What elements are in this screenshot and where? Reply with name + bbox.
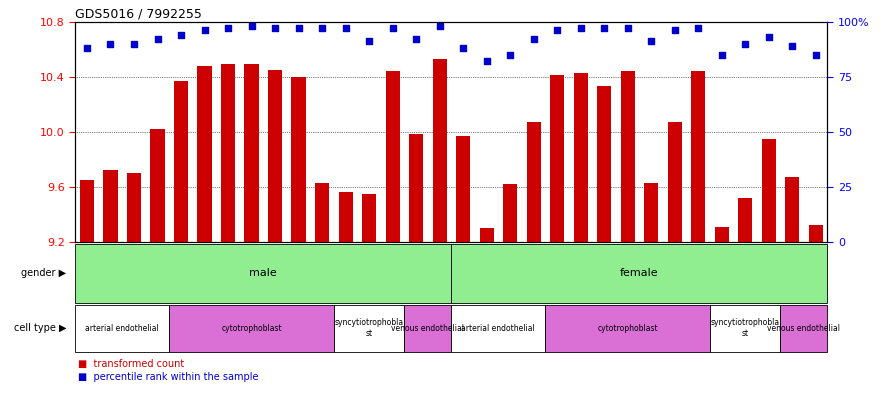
- Bar: [738, 198, 752, 242]
- Bar: [386, 71, 400, 242]
- Text: male: male: [250, 268, 277, 278]
- Text: syncytiotrophobla
st: syncytiotrophobla st: [335, 318, 404, 338]
- Point: [386, 25, 400, 31]
- Point: [268, 25, 282, 31]
- Point: [691, 25, 705, 31]
- Bar: [174, 81, 188, 242]
- Bar: [480, 228, 494, 242]
- Point: [409, 36, 423, 42]
- Bar: [762, 139, 776, 242]
- Bar: [338, 192, 352, 242]
- Bar: [75, 244, 451, 303]
- Point: [597, 25, 612, 31]
- Point: [174, 32, 189, 38]
- Bar: [268, 70, 282, 242]
- Point: [197, 27, 212, 33]
- Bar: [409, 134, 423, 242]
- Bar: [75, 305, 169, 352]
- Point: [738, 40, 752, 47]
- Point: [573, 25, 588, 31]
- Text: arterial endothelial: arterial endothelial: [461, 324, 535, 332]
- Bar: [197, 66, 212, 242]
- Text: ■  percentile rank within the sample: ■ percentile rank within the sample: [78, 372, 258, 382]
- Point: [620, 25, 635, 31]
- Point: [480, 58, 494, 64]
- Bar: [503, 184, 517, 242]
- Text: cytotrophoblast: cytotrophoblast: [597, 324, 658, 332]
- Point: [527, 36, 541, 42]
- Bar: [667, 122, 681, 242]
- Point: [244, 23, 258, 29]
- Point: [433, 23, 447, 29]
- Point: [127, 40, 141, 47]
- Text: arterial endothelial: arterial endothelial: [85, 324, 159, 332]
- Bar: [451, 305, 545, 352]
- Bar: [809, 225, 823, 242]
- Bar: [433, 59, 447, 242]
- Bar: [691, 71, 705, 242]
- Text: venous endothelial: venous endothelial: [767, 324, 841, 332]
- Text: GDS5016 / 7992255: GDS5016 / 7992255: [75, 7, 202, 20]
- Bar: [150, 129, 165, 242]
- Bar: [315, 182, 329, 242]
- Bar: [785, 177, 799, 242]
- Bar: [169, 305, 334, 352]
- Point: [785, 43, 799, 49]
- Bar: [597, 86, 612, 242]
- Text: syncytiotrophobla
st: syncytiotrophobla st: [711, 318, 780, 338]
- Point: [315, 25, 329, 31]
- Bar: [781, 305, 827, 352]
- Point: [221, 25, 235, 31]
- Point: [104, 40, 118, 47]
- Bar: [104, 170, 118, 242]
- Bar: [545, 305, 710, 352]
- Point: [80, 45, 94, 51]
- Bar: [244, 64, 258, 242]
- Point: [762, 34, 776, 40]
- Text: gender ▶: gender ▶: [21, 268, 66, 278]
- Bar: [404, 305, 451, 352]
- Text: female: female: [620, 268, 658, 278]
- Bar: [715, 226, 728, 242]
- Point: [456, 45, 470, 51]
- Point: [809, 51, 823, 58]
- Point: [550, 27, 565, 33]
- Bar: [334, 305, 404, 352]
- Bar: [573, 72, 588, 242]
- Point: [714, 51, 728, 58]
- Point: [644, 38, 658, 44]
- Bar: [527, 122, 541, 242]
- Text: venous endothelial: venous endothelial: [391, 324, 465, 332]
- Point: [503, 51, 517, 58]
- Point: [291, 25, 305, 31]
- Bar: [221, 64, 235, 242]
- Bar: [291, 77, 305, 242]
- Bar: [127, 173, 141, 242]
- Point: [338, 25, 352, 31]
- Text: ■  transformed count: ■ transformed count: [78, 358, 184, 369]
- Bar: [362, 193, 376, 242]
- Bar: [451, 244, 827, 303]
- Bar: [550, 75, 565, 242]
- Bar: [620, 71, 635, 242]
- Bar: [456, 136, 470, 242]
- Bar: [710, 305, 781, 352]
- Text: cell type ▶: cell type ▶: [13, 323, 66, 333]
- Point: [362, 38, 376, 44]
- Bar: [644, 182, 658, 242]
- Point: [150, 36, 165, 42]
- Text: cytotrophoblast: cytotrophoblast: [221, 324, 281, 332]
- Bar: [80, 180, 94, 242]
- Point: [667, 27, 681, 33]
